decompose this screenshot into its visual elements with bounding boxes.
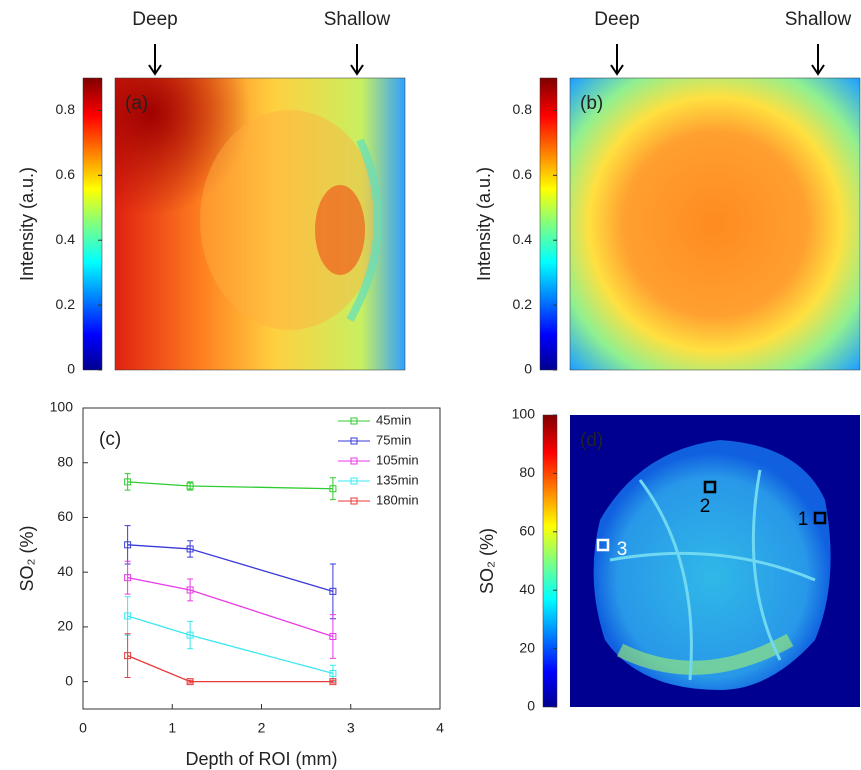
- error-bar: [187, 620, 194, 650]
- x-tick-label: 0: [79, 720, 87, 736]
- y-tick-label: 20: [57, 618, 73, 634]
- colorbar-tick-label: 0.4: [513, 231, 533, 247]
- marker: [186, 545, 194, 553]
- arrow: [811, 44, 825, 76]
- arrow: [148, 44, 162, 76]
- arrow: [350, 44, 364, 76]
- colorbar-tick-label: 0: [67, 361, 75, 377]
- marker: [186, 678, 194, 686]
- legend-marker: [350, 417, 358, 425]
- colorbar-label: Intensity (a.u.): [17, 167, 37, 281]
- error-bar: [124, 633, 131, 679]
- x-tick-label: 4: [436, 720, 444, 736]
- colorbar: [82, 77, 103, 371]
- image-b: [569, 77, 861, 371]
- marker: [329, 587, 337, 595]
- legend-label: 75min: [376, 432, 411, 447]
- colorbar-tick-label: 0: [527, 698, 535, 714]
- colorbar-tick-label: 0.6: [56, 166, 76, 182]
- colorbar-tick-label: 40: [519, 581, 535, 597]
- panel-label: (d): [580, 430, 603, 451]
- marker: [124, 612, 132, 620]
- legend-label: 45min: [376, 412, 411, 427]
- marker: [124, 541, 132, 549]
- colorbar-label: Intensity (a.u.): [474, 167, 494, 281]
- y-tick-label: 100: [50, 399, 74, 415]
- series-line: [127, 615, 334, 675]
- colorbar-tick-label: 0.8: [513, 101, 533, 117]
- x-tick-label: 1: [168, 720, 176, 736]
- panel-label: (b): [580, 93, 603, 114]
- colorbar-tick-label: 80: [519, 464, 535, 480]
- error-bar: [124, 560, 131, 595]
- colorbar-tick-label: 100: [512, 406, 536, 422]
- colorbar: [542, 414, 558, 708]
- colorbar-tick-label: 0.2: [513, 296, 533, 312]
- colorbar-tick-label: 0.2: [56, 296, 76, 312]
- marker: [186, 631, 194, 639]
- panel-label: (a): [125, 93, 148, 114]
- marker: [329, 678, 337, 686]
- series-line: [127, 481, 333, 490]
- error-bar: [329, 614, 336, 659]
- marker: [329, 632, 337, 640]
- image-a: [114, 77, 406, 371]
- arrow: [610, 44, 624, 76]
- y-tick-label: 0: [65, 672, 73, 688]
- x-tick-label: 2: [258, 720, 266, 736]
- error-bar: [329, 679, 336, 684]
- y-tick-label: 80: [57, 453, 73, 469]
- legend-marker: [350, 477, 358, 485]
- marker: [329, 485, 337, 493]
- annotation: Deep: [132, 9, 177, 30]
- roi-label: 2: [700, 496, 711, 517]
- colorbar-tick-label: 60: [519, 523, 535, 539]
- roi-label: 1: [798, 509, 809, 530]
- legend-label: 135min: [376, 472, 419, 487]
- colorbar-tick-label: 20: [519, 639, 535, 655]
- image-d: [570, 415, 860, 707]
- error-bar: [187, 578, 194, 602]
- error-bar: [329, 477, 336, 501]
- legend-marker: [350, 497, 358, 505]
- colorbar: [539, 77, 558, 371]
- marker: [124, 574, 132, 582]
- legend-marker: [350, 437, 358, 445]
- marker: [329, 669, 337, 677]
- marker: [124, 478, 132, 486]
- annotation: Shallow: [785, 9, 852, 30]
- colorbar-tick-label: 0: [524, 361, 532, 377]
- marker: [186, 586, 194, 594]
- error-bar: [187, 679, 194, 684]
- colorbar-tick-label: 0.8: [56, 101, 76, 117]
- colorbar-label: SO₂ (%): [477, 528, 497, 594]
- marker: [186, 482, 194, 490]
- series-line: [127, 655, 333, 683]
- x-axis-label: Depth of ROI (mm): [185, 749, 337, 769]
- y-tick-label: 40: [57, 563, 73, 579]
- y-axis-label: SO₂ (%): [17, 526, 37, 592]
- annotation: Deep: [594, 9, 639, 30]
- legend-label: 105min: [376, 452, 419, 467]
- y-tick-label: 60: [57, 508, 73, 524]
- annotation: Shallow: [324, 9, 391, 30]
- legend-label: 180min: [376, 492, 419, 507]
- series-line: [127, 577, 334, 638]
- error-bar: [187, 540, 194, 558]
- colorbar-tick-label: 0.6: [513, 166, 533, 182]
- roi-label: 3: [617, 539, 628, 560]
- colorbar-tick-label: 0.4: [56, 231, 76, 247]
- legend-marker: [350, 457, 358, 465]
- marker: [124, 652, 132, 660]
- panel-label: (c): [99, 429, 121, 450]
- x-tick-label: 3: [347, 720, 355, 736]
- error-bar: [124, 473, 131, 491]
